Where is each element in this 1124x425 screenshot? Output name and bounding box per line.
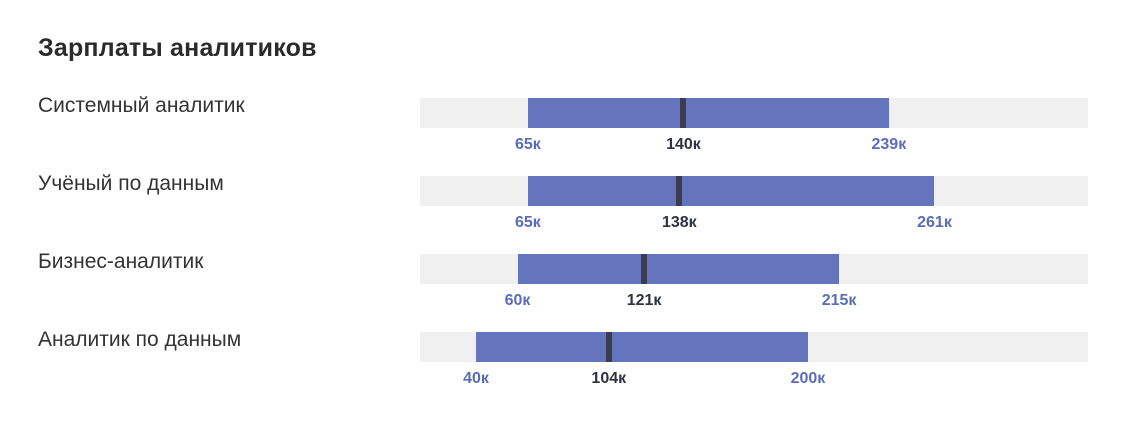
median-value-label: 138к xyxy=(661,214,697,231)
max-value-label: 215к xyxy=(821,292,857,309)
median-value-label: 121к xyxy=(626,292,662,309)
min-value-label: 65к xyxy=(514,136,541,153)
row-label: Учёный по данным xyxy=(38,172,224,195)
range-track xyxy=(420,332,1088,362)
salary-range-bar xyxy=(527,98,889,128)
median-marker xyxy=(605,332,612,362)
chart-row: Системный аналитик 65к 140к 239к xyxy=(0,94,1124,168)
min-value-label: 60к xyxy=(504,292,531,309)
min-value-label: 40к xyxy=(463,370,489,387)
range-track xyxy=(420,176,1088,206)
min-value-label: 65к xyxy=(514,214,541,231)
salary-range-bar xyxy=(527,176,935,206)
row-label: Аналитик по данным xyxy=(38,328,242,351)
median-value-label: 104к xyxy=(591,370,627,387)
max-value-label: 261к xyxy=(917,214,952,231)
chart-title: Зарплаты аналитиков xyxy=(38,34,317,62)
max-value-label: 239к xyxy=(871,136,907,153)
range-track xyxy=(420,254,1088,284)
chart-row: Аналитик по данным 40к 104к 200к xyxy=(0,328,1124,402)
range-track xyxy=(420,98,1088,128)
median-value-label: 140к xyxy=(666,136,701,153)
salary-range-bar xyxy=(517,254,840,284)
median-marker xyxy=(676,176,683,206)
median-marker xyxy=(680,98,687,128)
chart-row: Учёный по данным 65к 138к 261к xyxy=(0,172,1124,246)
median-marker xyxy=(641,254,648,284)
salary-range-bar xyxy=(476,332,808,362)
chart-row: Бизнес-аналитик 60к 121к 215к xyxy=(0,250,1124,324)
row-label: Системный аналитик xyxy=(38,94,245,117)
max-value-label: 200к xyxy=(790,370,826,387)
row-label: Бизнес-аналитик xyxy=(38,250,204,273)
